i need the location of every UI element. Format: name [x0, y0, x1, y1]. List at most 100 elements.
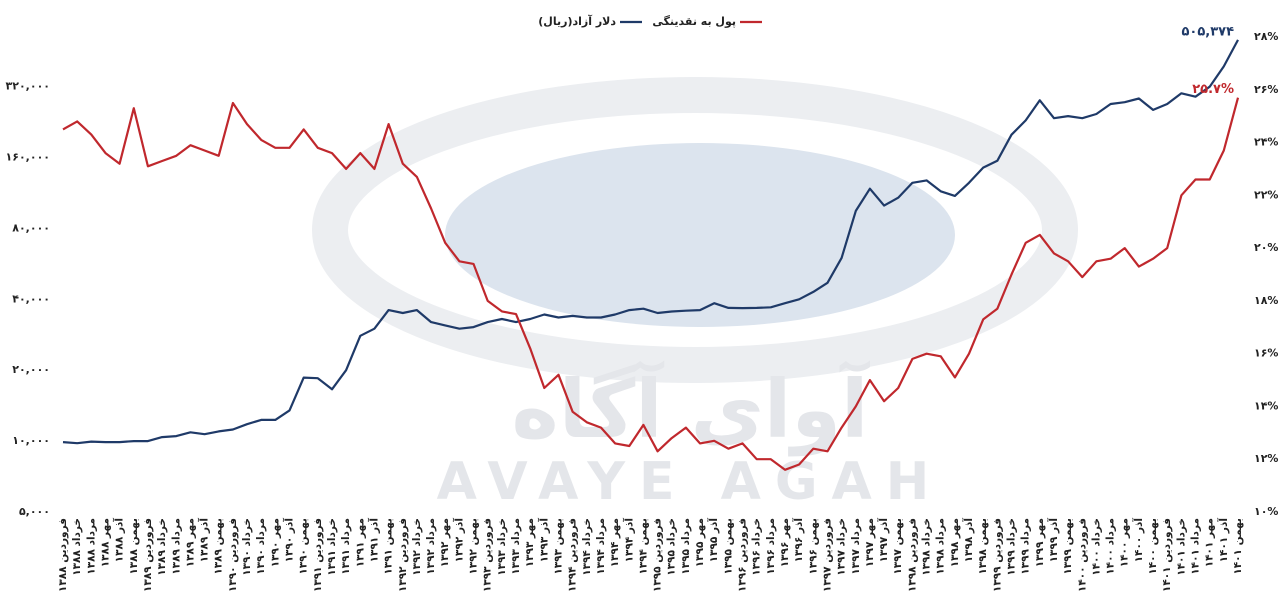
x-tick-label: بهمن ۱۳۹۴ [637, 518, 649, 575]
y2-tick-label: ۲۰% [1254, 241, 1278, 254]
x-tick-label: مرداد ۱۳۹۳ [510, 518, 522, 575]
x-tick-label: مرداد ۱۳۹۵ [680, 518, 692, 575]
x-tick-label: آذر ۱۳۹۷ [877, 518, 890, 563]
y2-tick-label: ۲۴% [1254, 136, 1278, 149]
x-tick-label: بهمن ۱۴۰۰ [1147, 518, 1159, 575]
x-tick-label: مهر ۱۳۹۶ [779, 518, 791, 567]
x-tick-label: فروردین ۱۳۹۵ [652, 518, 664, 592]
x-tick-label: بهمن ۱۳۹۱ [383, 518, 395, 575]
x-tick-label: آذر ۱۴۰۱ [1217, 518, 1230, 563]
x-tick-label: خرداد ۱۳۹۴ [581, 518, 593, 576]
y2-tick-label: ۱۲% [1254, 452, 1278, 465]
y-tick-label: ۴۰,۰۰۰ [12, 292, 50, 305]
x-tick-label: بهمن ۱۳۹۶ [807, 518, 819, 575]
y2-tick-label: ۱۰% [1254, 505, 1278, 518]
x-tick-label: مهر ۱۳۹۵ [694, 518, 706, 567]
y-tick-label: ۲۰,۰۰۰ [12, 363, 50, 376]
y2-tick-label: ۲۶% [1254, 83, 1278, 96]
x-tick-label: فروردین ۱۴۰۱ [1161, 518, 1173, 592]
x-tick-label: خرداد ۱۳۹۰ [241, 518, 253, 576]
x-tick-label: فروردین ۱۳۸۹ [142, 518, 154, 592]
x-tick-label: مرداد ۱۳۹۲ [425, 518, 437, 575]
x-tick-label: آذر ۱۳۸۹ [198, 518, 211, 563]
x-tick-label: خرداد ۱۴۰۰ [1090, 518, 1102, 576]
x-tick-label: مرداد ۱۳۹۷ [850, 518, 862, 575]
x-tick-label: مهر ۱۳۸۹ [184, 518, 196, 567]
x-tick-label: آذر ۱۳۹۸ [962, 518, 975, 563]
x-tick-label: آذر ۱۳۹۵ [707, 518, 720, 563]
x-tick-label: خرداد ۱۳۹۸ [921, 518, 933, 576]
y-tick-label: ۵,۰۰۰ [19, 505, 50, 518]
y-tick-label: ۸۰,۰۰۰ [12, 221, 50, 234]
x-tick-label: مهر ۱۳۹۹ [1034, 518, 1046, 567]
x-tick-label: فروردین ۱۳۹۰ [227, 518, 239, 592]
x-tick-label: فروردین ۱۳۹۶ [737, 518, 749, 592]
x-tick-label: خرداد ۱۴۰۱ [1175, 518, 1187, 576]
x-tick-label: آذر ۱۳۹۰ [283, 518, 296, 563]
x-tick-label: خرداد ۱۳۹۹ [1005, 518, 1017, 576]
y2-tick-label: ۱۶% [1254, 347, 1278, 360]
x-tick-label: فروردین ۱۳۹۲ [397, 518, 409, 592]
x-tick-label: آذر ۱۳۹۹ [1047, 518, 1060, 563]
x-tick-label: مهر ۱۳۹۳ [524, 518, 536, 567]
x-tick-label: آذر ۱۳۹۴ [622, 518, 635, 563]
x-tick-label: خرداد ۱۳۹۱ [326, 518, 338, 576]
x-tick-label: مرداد ۱۴۰۱ [1190, 518, 1202, 575]
y2-tick-label: ۲۸% [1254, 30, 1278, 43]
x-tick-label: بهمن ۱۳۹۵ [722, 518, 734, 575]
x-tick-label: خرداد ۱۳۹۳ [496, 518, 508, 576]
legend-label: پول به نقدینگی [652, 15, 736, 28]
x-tick-label: بهمن ۱۳۸۸ [128, 518, 140, 575]
watermark-ring [312, 77, 1078, 383]
x-tick-label: بهمن ۱۳۹۰ [298, 518, 310, 575]
x-tick-label: بهمن ۱۴۰۱ [1232, 518, 1244, 575]
y-tick-label: ۱۶۰,۰۰۰ [6, 151, 50, 164]
value-label: ۲۵.۷% [1192, 82, 1234, 97]
x-tick-label: آذر ۱۳۹۳ [537, 518, 550, 563]
x-tick-label: خرداد ۱۳۹۲ [411, 518, 423, 576]
x-tick-label: بهمن ۱۳۹۷ [892, 518, 904, 575]
x-tick-label: مهر ۱۴۰۰ [1119, 518, 1131, 567]
y2-tick-label: ۱۸% [1254, 294, 1278, 307]
x-tick-label: خرداد ۱۳۸۸ [71, 518, 83, 576]
x-tick-label: خرداد ۱۳۹۵ [666, 518, 678, 576]
x-tick-label: آذر ۱۴۰۰ [1132, 518, 1145, 563]
x-tick-label: مهر ۱۳۸۸ [99, 518, 111, 567]
x-tick-label: مرداد ۱۳۹۸ [935, 518, 947, 575]
x-tick-label: مرداد ۱۳۹۱ [340, 518, 352, 575]
x-tick-label: مرداد ۱۳۹۴ [595, 518, 607, 575]
y-tick-label: ۳۲۰,۰۰۰ [6, 80, 50, 93]
legend-label: دلار آزاد(ریال) [538, 14, 616, 28]
x-tick-label: مهر ۱۳۹۴ [609, 518, 621, 567]
x-tick-label: بهمن ۱۳۹۲ [468, 518, 480, 575]
x-tick-label: بهمن ۱۳۹۹ [1062, 518, 1074, 575]
x-tick-label: مهر ۱۳۹۱ [354, 518, 366, 567]
x-tick-label: آذر ۱۳۹۲ [452, 518, 465, 563]
x-tick-label: مرداد ۱۳۸۹ [170, 518, 182, 575]
x-tick-label: آذر ۱۳۹۱ [367, 518, 380, 563]
x-tick-label: مهر ۱۳۹۲ [439, 518, 451, 567]
series-line [62, 97, 1240, 471]
x-tick-label: فروردین ۱۴۰۰ [1076, 518, 1088, 592]
x-tick-label: فروردین ۱۳۹۷ [821, 518, 833, 592]
x-tick-label: بهمن ۱۳۸۹ [213, 518, 225, 575]
y2-tick-label: ۲۲% [1254, 188, 1278, 201]
x-tick-label: مرداد ۱۳۸۸ [85, 518, 97, 575]
x-tick-label: مهر ۱۳۹۷ [864, 518, 876, 567]
x-tick-label: فروردین ۱۳۹۹ [991, 518, 1003, 592]
x-tick-label: مهر ۱۴۰۱ [1204, 518, 1216, 567]
x-tick-label: خرداد ۱۳۸۹ [156, 518, 168, 576]
watermark-en: AVAYE AGAH [437, 452, 944, 512]
x-tick-label: بهمن ۱۳۹۸ [977, 518, 989, 575]
x-tick-label: فروردین ۱۳۹۴ [567, 518, 579, 592]
watermark-fa: آوای آگاه [512, 360, 871, 457]
x-tick-label: مرداد ۱۳۹۶ [765, 518, 777, 575]
x-tick-label: فروردین ۱۳۹۳ [482, 518, 494, 592]
y2-tick-label: ۱۴% [1254, 399, 1278, 412]
x-tick-label: فروردین ۱۳۹۱ [312, 518, 324, 592]
x-tick-label: فروردین ۱۳۹۸ [906, 518, 918, 592]
x-tick-label: مهر ۱۳۹۸ [949, 518, 961, 567]
x-tick-label: مرداد ۱۳۹۹ [1020, 518, 1032, 575]
x-tick-label: بهمن ۱۳۹۳ [552, 518, 564, 575]
x-tick-label: خرداد ۱۳۹۷ [836, 518, 848, 576]
